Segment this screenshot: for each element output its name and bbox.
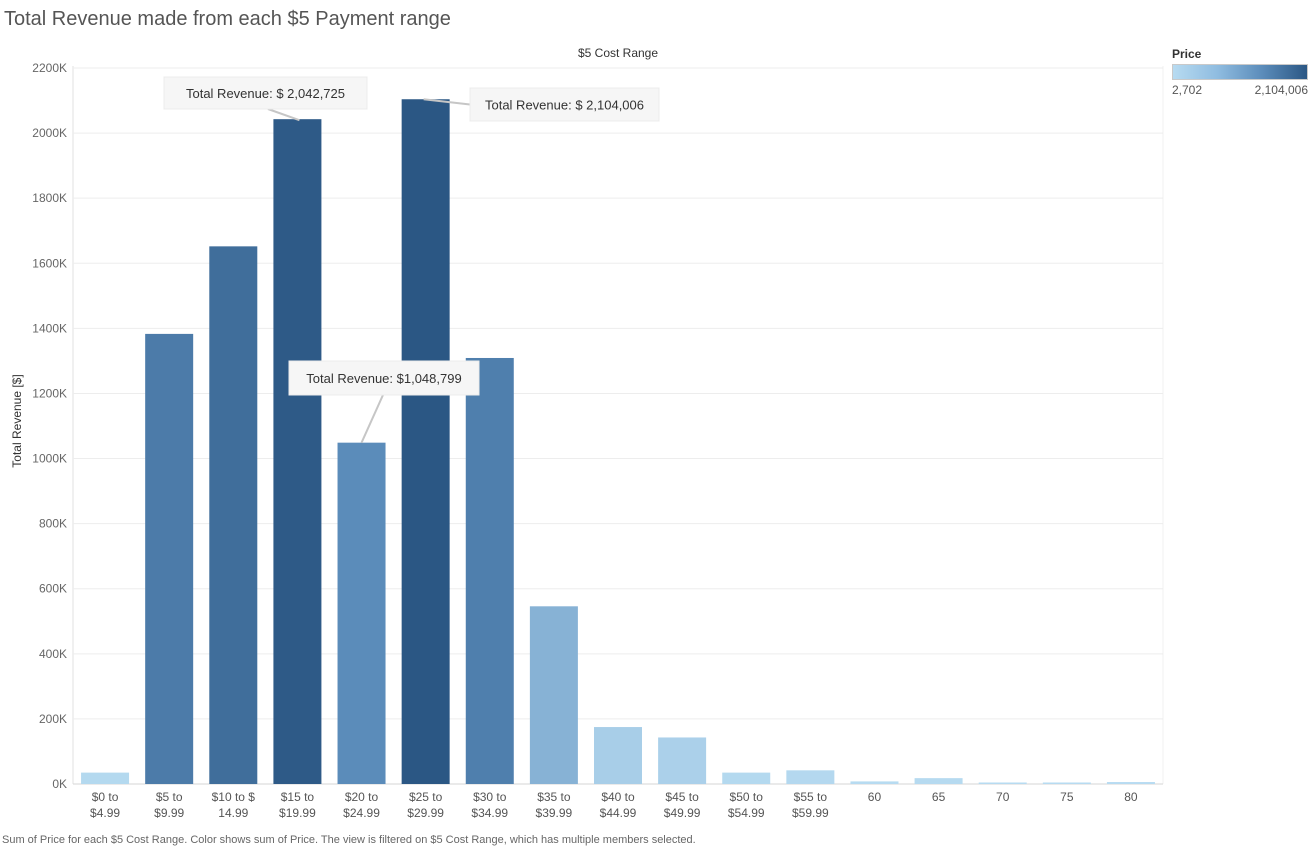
x-tick-label: $29.99 [407,806,444,820]
x-tick-label: $10 to $ [212,790,256,804]
y-tick-label: 200K [39,712,67,726]
y-tick-label: 1600K [32,256,67,270]
bar [786,770,835,784]
x-tick-label: $5 to [156,790,183,804]
annotation-box [163,76,368,110]
y-tick-label: 1200K [32,386,67,400]
x-tick-label: $55 to [794,790,828,804]
bar [337,442,386,784]
x-tick-label: $24.99 [343,806,380,820]
bar [978,782,1027,784]
y-axis-ticks: 0K 200K 400K 600K 800K 1000K 1200K 1400K 1600K 18… [32,61,67,791]
x-tick-label: $9.99 [154,806,184,820]
x-tick-label: $40 to [601,790,635,804]
annotation-callout: Total Revenue: $ 2,104,006 [423,87,660,122]
annotation-text: Total Revenue: $ 2,104,006 [485,98,644,113]
y-tick-label: 800K [39,517,67,531]
bar [209,246,258,784]
y-tick-label: 1800K [32,191,67,205]
bar [145,333,194,784]
x-tick-label: $54.99 [728,806,765,820]
annotation-callout: Total Revenue: $ 2,042,725 [163,76,368,122]
footer-note: Sum of Price for each $5 Cost Range. Col… [2,834,696,846]
x-tick-label: $45 to [665,790,699,804]
x-tick-label: $34.99 [471,806,508,820]
legend-min-label: 2,702 [1172,83,1203,97]
y-tick-label: 400K [39,647,67,661]
y-tick-label: 600K [39,582,67,596]
y-tick-label: 0K [52,777,67,791]
bar [273,119,322,785]
x-tick-label: $25 to [409,790,443,804]
x-tick-label: 80 [1124,790,1138,804]
x-tick-label: 60 [868,790,882,804]
x-tick-label: 70 [996,790,1010,804]
x-tick-label: $59.99 [792,806,829,820]
annotation-callout: Total Revenue: $1,048,799 [288,360,480,444]
annotation-text: Total Revenue: $1,048,799 [306,371,461,386]
bar [529,606,578,784]
bar [1106,782,1155,784]
color-legend: Price 2,702 2,104,006 [1172,47,1308,97]
x-tick-label: $39.99 [536,806,573,820]
x-tick-label: $0 to [92,790,119,804]
bar [850,781,899,784]
x-axis-labels: $0 to $4.99 $5 to $9.99 $10 to $ 14.99 $15 to $… [90,790,1138,820]
legend-color-ramp [1172,64,1308,80]
legend-max-label: 2,104,006 [1254,83,1308,97]
bar [81,772,130,784]
annotation-connector [360,394,384,444]
bar [1042,782,1091,784]
legend-title: Price [1172,47,1202,61]
x-tick-label: $4.99 [90,806,120,820]
annotation-connector [423,98,471,106]
annotation-box [288,360,480,396]
x-tick-label: 65 [932,790,946,804]
x-tick-label: $15 to [281,790,315,804]
bar [722,772,771,784]
page-title: Total Revenue made from each $5 Payment … [4,8,451,30]
x-tick-label: 14.99 [218,806,248,820]
x-tick-label: $30 to [473,790,507,804]
bars [81,99,1155,785]
y-tick-label: 2000K [32,126,67,140]
x-tick-label: $44.99 [600,806,637,820]
chart-header: $5 Cost Range [577,46,659,60]
x-tick-label: 75 [1060,790,1074,804]
x-tick-label: $19.99 [279,806,316,820]
annotation-text: Total Revenue: $ 2,042,725 [186,86,345,101]
bar [465,357,514,784]
y-tick-label: 1400K [32,321,67,335]
y-tick-label: 1000K [32,452,67,466]
x-tick-label: $50 to [730,790,764,804]
bar [914,778,963,784]
x-tick-label: $35 to [537,790,571,804]
annotation-box [469,87,660,122]
bar [401,99,450,784]
y-tick-label: 2200K [32,61,67,75]
annotation-connector [267,108,300,122]
x-tick-label: $20 to [345,790,379,804]
bar [658,737,707,784]
bar [594,727,642,784]
annotations: Total Revenue: $ 2,042,725 Total Revenue:… [163,76,660,444]
x-tick-label: $49.99 [664,806,701,820]
